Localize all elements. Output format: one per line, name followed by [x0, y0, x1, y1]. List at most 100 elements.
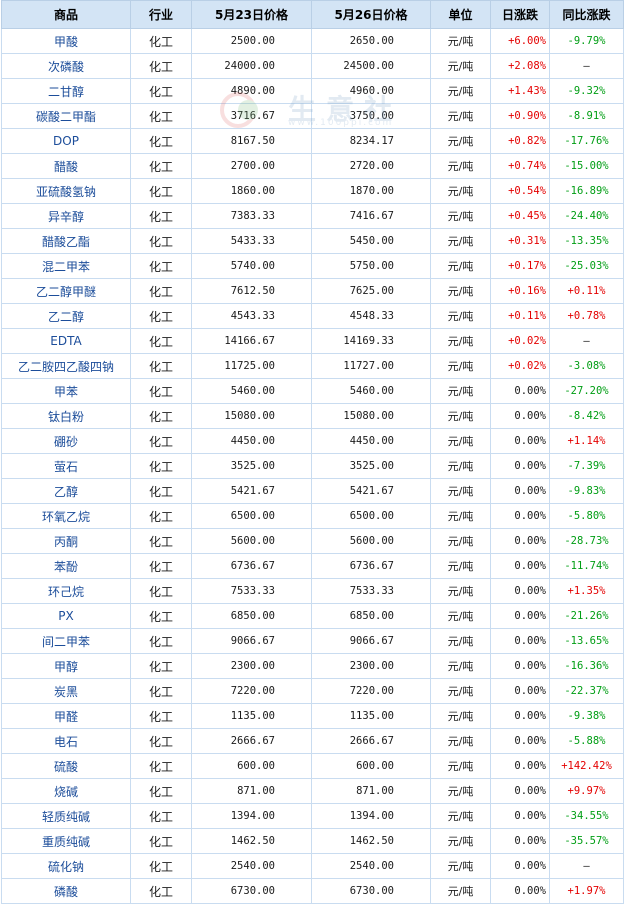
product-name-cell[interactable]: 乙二醇甲醚 — [1, 278, 131, 304]
table-body: 甲酸 化工 2500.00 2650.00 元/吨 +6.00% -9.79% 次磷酸 化工 24… — [1, 28, 624, 904]
price-may26-cell: 5421.67 — [311, 478, 431, 504]
yoy-change-cell: -28.73% — [549, 528, 624, 554]
table-row: 次磷酸 化工 24000.00 24500.00 元/吨 +2.08% — — [1, 53, 624, 79]
unit-cell: 元/吨 — [430, 528, 491, 554]
price-may23-cell: 24000.00 — [191, 53, 312, 79]
table-row: 甲醛 化工 1135.00 1135.00 元/吨 0.00% -9.38% — [1, 703, 624, 729]
product-name-cell[interactable]: 磷酸 — [1, 878, 131, 904]
product-name-cell[interactable]: EDTA — [1, 328, 131, 354]
product-name-cell[interactable]: 环己烷 — [1, 578, 131, 604]
daily-change-cell: 0.00% — [490, 478, 550, 504]
price-may23-cell: 4890.00 — [191, 78, 312, 104]
yoy-change-cell: +1.97% — [549, 878, 624, 904]
price-may26-cell: 600.00 — [311, 753, 431, 779]
product-name-cell[interactable]: 甲醇 — [1, 653, 131, 679]
price-may26-cell: 5600.00 — [311, 528, 431, 554]
product-name-cell[interactable]: 萤石 — [1, 453, 131, 479]
product-name-cell[interactable]: 异辛醇 — [1, 203, 131, 229]
product-name-cell[interactable]: 钛白粉 — [1, 403, 131, 429]
table-row: EDTA 化工 14166.67 14169.33 元/吨 +0.02% — — [1, 328, 624, 354]
yoy-change-cell: -17.76% — [549, 128, 624, 154]
table-row: 醋酸 化工 2700.00 2720.00 元/吨 +0.74% -15.00% — [1, 153, 624, 179]
product-name-cell[interactable]: 亚硫酸氢钠 — [1, 178, 131, 204]
unit-cell: 元/吨 — [430, 428, 491, 454]
unit-cell: 元/吨 — [430, 253, 491, 279]
table-row: 硫化钠 化工 2540.00 2540.00 元/吨 0.00% — — [1, 853, 624, 879]
industry-cell: 化工 — [130, 503, 192, 529]
product-name-cell[interactable]: DOP — [1, 128, 131, 154]
daily-change-cell: 0.00% — [490, 728, 550, 754]
price-may23-cell: 1860.00 — [191, 178, 312, 204]
product-name-cell[interactable]: 甲酸 — [1, 28, 131, 54]
industry-cell: 化工 — [130, 53, 192, 79]
yoy-change-cell: -21.26% — [549, 603, 624, 629]
product-name-cell[interactable]: 烧碱 — [1, 778, 131, 804]
product-name-cell[interactable]: 二甘醇 — [1, 78, 131, 104]
yoy-change-cell: — — [549, 853, 624, 879]
industry-cell: 化工 — [130, 228, 192, 254]
price-may23-cell: 2700.00 — [191, 153, 312, 179]
industry-cell: 化工 — [130, 403, 192, 429]
industry-cell: 化工 — [130, 103, 192, 129]
unit-cell: 元/吨 — [430, 678, 491, 704]
price-may26-cell: 9066.67 — [311, 628, 431, 654]
product-name-cell[interactable]: 间二甲苯 — [1, 628, 131, 654]
unit-cell: 元/吨 — [430, 28, 491, 54]
daily-change-cell: 0.00% — [490, 403, 550, 429]
price-may26-cell: 14169.33 — [311, 328, 431, 354]
daily-change-cell: 0.00% — [490, 878, 550, 904]
price-may26-cell: 7416.67 — [311, 203, 431, 229]
unit-cell: 元/吨 — [430, 578, 491, 604]
product-name-cell[interactable]: 乙二醇 — [1, 303, 131, 329]
table-row: PX 化工 6850.00 6850.00 元/吨 0.00% -21.26% — [1, 603, 624, 629]
yoy-change-cell: -11.74% — [549, 553, 624, 579]
daily-change-cell: 0.00% — [490, 603, 550, 629]
unit-cell: 元/吨 — [430, 178, 491, 204]
product-name-cell[interactable]: PX — [1, 603, 131, 629]
price-may23-cell: 5421.67 — [191, 478, 312, 504]
product-name-cell[interactable]: 轻质纯碱 — [1, 803, 131, 829]
product-name-cell[interactable]: 硫酸 — [1, 753, 131, 779]
unit-cell: 元/吨 — [430, 228, 491, 254]
unit-cell: 元/吨 — [430, 553, 491, 579]
table-row: 间二甲苯 化工 9066.67 9066.67 元/吨 0.00% -13.65% — [1, 628, 624, 654]
product-name-cell[interactable]: 甲苯 — [1, 378, 131, 404]
product-name-cell[interactable]: 甲醛 — [1, 703, 131, 729]
yoy-change-cell: -8.42% — [549, 403, 624, 429]
product-name-cell[interactable]: 碳酸二甲酯 — [1, 103, 131, 129]
daily-change-cell: +0.74% — [490, 153, 550, 179]
yoy-change-cell: — — [549, 53, 624, 79]
product-name-cell[interactable]: 混二甲苯 — [1, 253, 131, 279]
yoy-change-cell: +142.42% — [549, 753, 624, 779]
price-may26-cell: 11727.00 — [311, 353, 431, 379]
table-row: 硫酸 化工 600.00 600.00 元/吨 0.00% +142.42% — [1, 753, 624, 779]
price-may26-cell: 2300.00 — [311, 653, 431, 679]
unit-cell: 元/吨 — [430, 628, 491, 654]
product-name-cell[interactable]: 环氧乙烷 — [1, 503, 131, 529]
product-name-cell[interactable]: 醋酸 — [1, 153, 131, 179]
product-name-cell[interactable]: 重质纯碱 — [1, 828, 131, 854]
product-name-cell[interactable]: 醋酸乙酯 — [1, 228, 131, 254]
price-may26-cell: 871.00 — [311, 778, 431, 804]
product-name-cell[interactable]: 硫化钠 — [1, 853, 131, 879]
product-name-cell[interactable]: 次磷酸 — [1, 53, 131, 79]
unit-cell: 元/吨 — [430, 453, 491, 479]
product-name-cell[interactable]: 丙酮 — [1, 528, 131, 554]
product-name-cell[interactable]: 电石 — [1, 728, 131, 754]
product-name-cell[interactable]: 硼砂 — [1, 428, 131, 454]
yoy-change-cell: — — [549, 328, 624, 354]
industry-cell: 化工 — [130, 578, 192, 604]
price-may23-cell: 5600.00 — [191, 528, 312, 554]
unit-cell: 元/吨 — [430, 278, 491, 304]
daily-change-cell: +0.11% — [490, 303, 550, 329]
product-name-cell[interactable]: 炭黑 — [1, 678, 131, 704]
table-row: 轻质纯碱 化工 1394.00 1394.00 元/吨 0.00% -34.55% — [1, 803, 624, 829]
product-name-cell[interactable]: 乙醇 — [1, 478, 131, 504]
daily-change-cell: 0.00% — [490, 528, 550, 554]
daily-change-cell: 0.00% — [490, 553, 550, 579]
unit-cell: 元/吨 — [430, 753, 491, 779]
table-row: 硼砂 化工 4450.00 4450.00 元/吨 0.00% +1.14% — [1, 428, 624, 454]
product-name-cell[interactable]: 苯酚 — [1, 553, 131, 579]
product-name-cell[interactable]: 乙二胺四乙酸四钠 — [1, 353, 131, 379]
unit-cell: 元/吨 — [430, 878, 491, 904]
